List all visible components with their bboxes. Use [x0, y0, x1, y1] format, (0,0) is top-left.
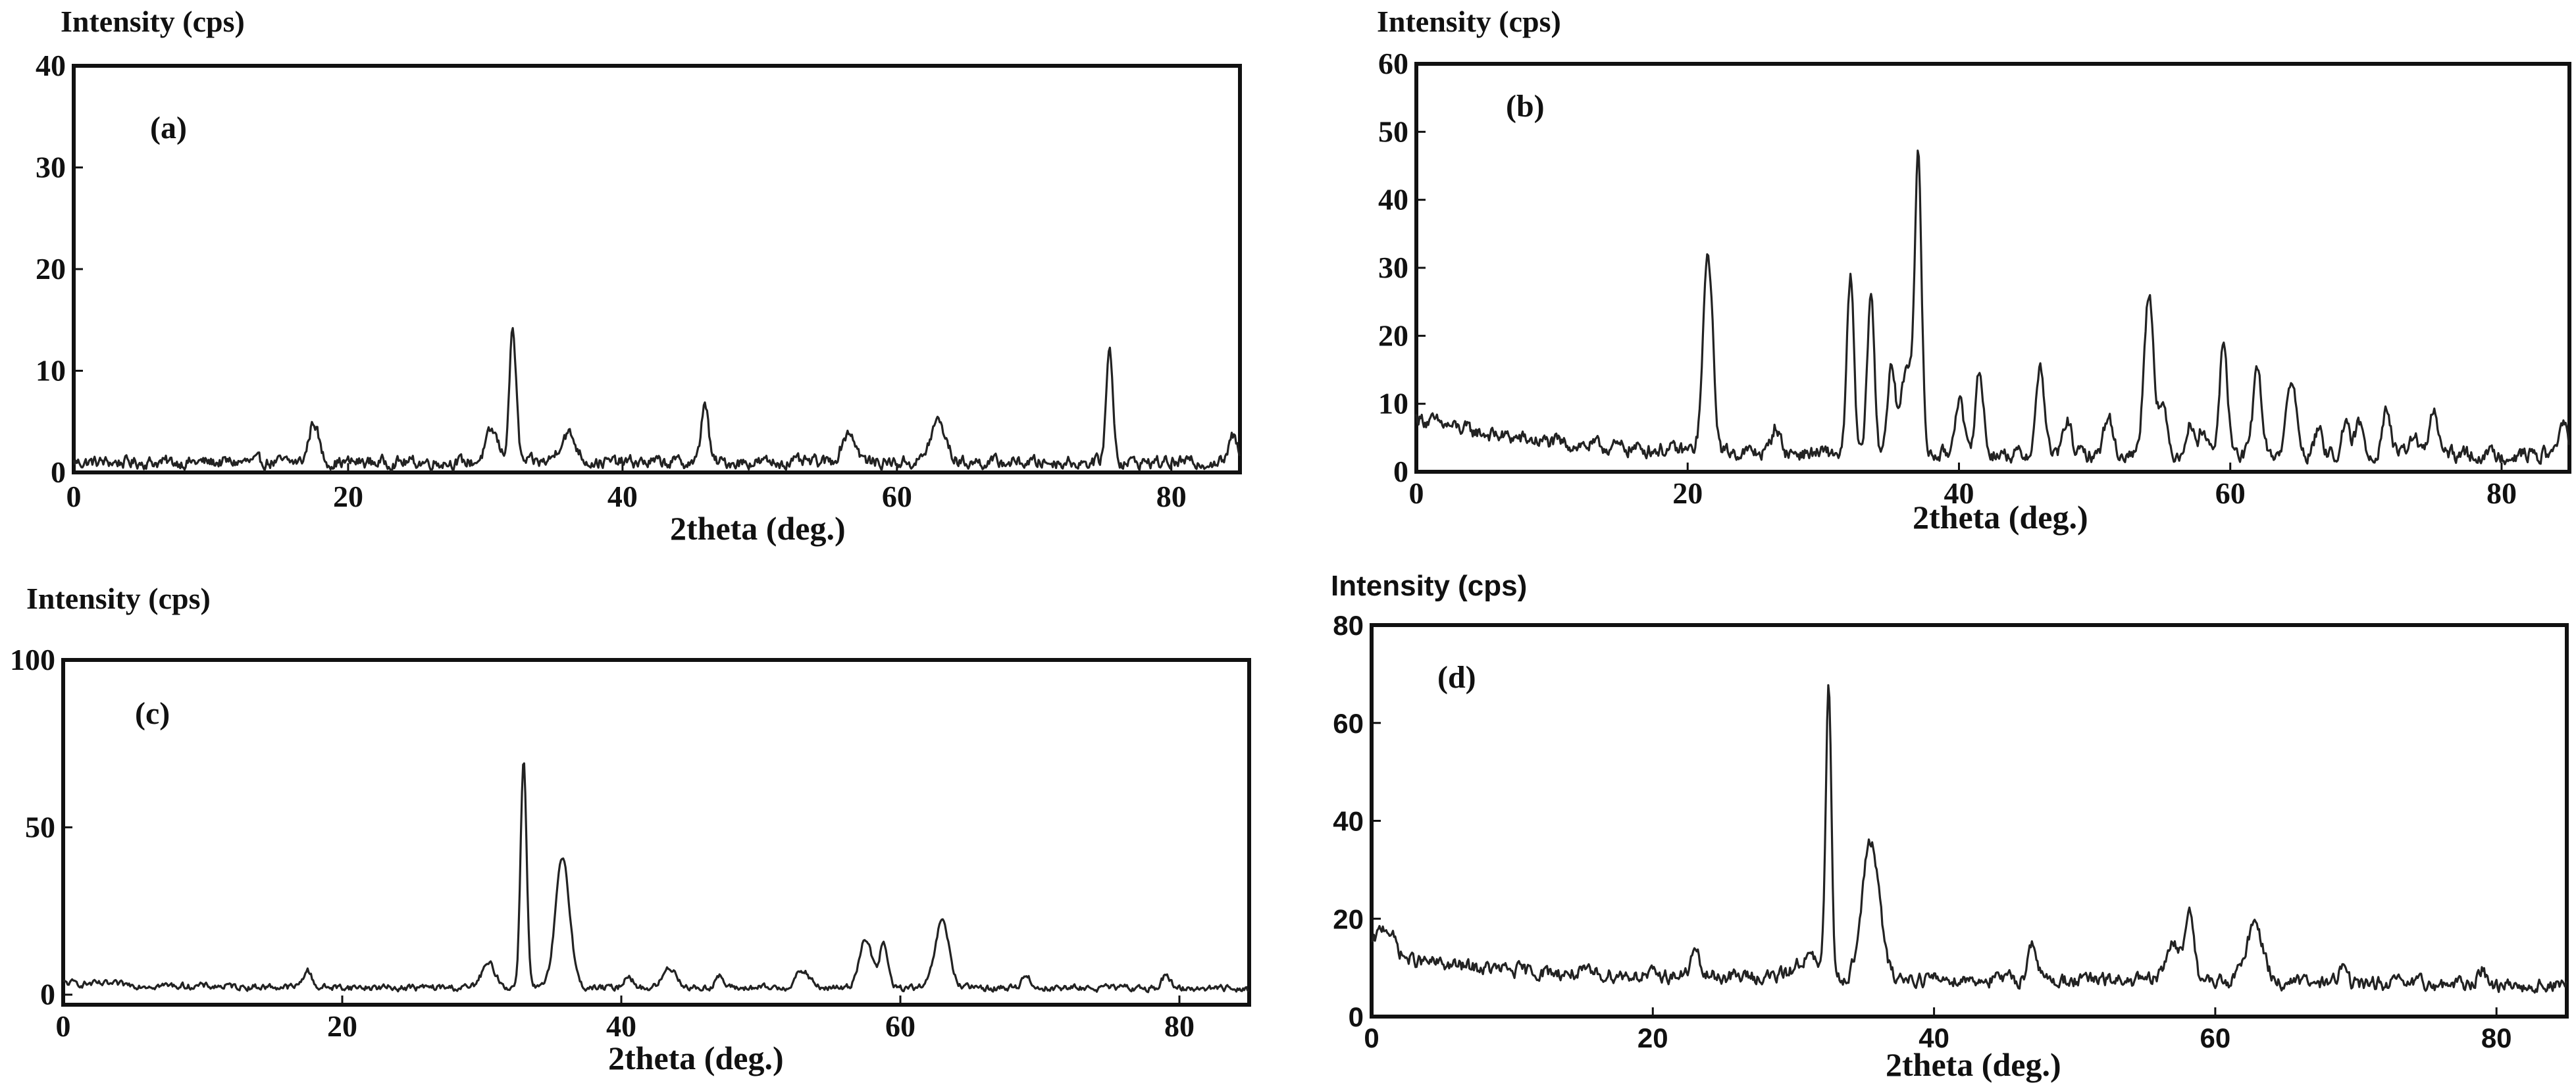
panel-d-frame — [1370, 623, 2569, 1019]
panel-d-ylabel: Intensity (cps) — [1331, 570, 1527, 602]
panel-c-xlabel: 2theta (deg.) — [608, 1040, 784, 1076]
panel-a-xlabel: 2theta (deg.) — [670, 510, 846, 547]
panel-a-trace — [72, 327, 1241, 472]
panel-b-x-tick-label: 80 — [2486, 476, 2517, 510]
panel-a-ylabel: Intensity (cps) — [61, 5, 245, 38]
panel-c-x-tick-label: 20 — [327, 1009, 357, 1043]
panel-a-y-tick-label: 30 — [36, 151, 66, 184]
panel-b-y-tick-label: 0 — [1393, 455, 1408, 488]
panel-b-y-tick-label: 60 — [1378, 47, 1408, 80]
panel-c-label: (c) — [135, 696, 170, 731]
panel-c-ylabel: Intensity (cps) — [26, 582, 211, 615]
panel-b-y-tick-label: 50 — [1378, 114, 1408, 148]
panel-d-x-tick-label: 60 — [2200, 1022, 2231, 1053]
panel-d-y-tick-label: 0 — [1349, 1001, 1364, 1032]
panel-d-x-tick-label: 80 — [2481, 1022, 2512, 1053]
panel-c-x-tick-label: 60 — [885, 1009, 915, 1043]
panel-a-x-tick-label: 0 — [66, 480, 82, 513]
panel-b-xlabel: 2theta (deg.) — [1913, 499, 2088, 536]
panel-b-x-tick-label: 60 — [2215, 476, 2246, 510]
panel-c-y-tick-label: 100 — [10, 643, 55, 676]
panel-c: Intensity (cps) 2theta (deg.) (c) 0 50 100… — [10, 582, 1251, 1076]
panel-a-y-ticks: 0 10 20 30 40 — [36, 49, 83, 489]
panel-b-y-ticks: 0 10 20 30 40 50 60 — [1378, 47, 1426, 488]
panel-c-x-tick-label: 0 — [56, 1009, 71, 1043]
panel-a-x-ticks: 0 20 40 60 80 — [66, 463, 1187, 513]
panel-b-trace — [1415, 149, 2570, 466]
panel-c-x-ticks: 0 20 40 60 80 — [56, 996, 1195, 1043]
panel-d: Intensity (cps) 2theta (deg.) (d) 0 20 40 6… — [1331, 570, 2569, 1083]
panel-d-trace — [1370, 684, 2567, 994]
panel-a-x-tick-label: 40 — [607, 480, 638, 513]
panel-b-label: (b) — [1506, 89, 1545, 124]
panel-b-x-ticks: 0 20 40 60 80 — [1409, 463, 2517, 510]
panel-b-y-tick-label: 10 — [1378, 387, 1408, 420]
panel-b: Intensity (cps) 2theta (deg.) (b) 0 10 20 3… — [1377, 5, 2571, 536]
panel-b-x-tick-label: 0 — [1409, 476, 1424, 510]
panel-d-y-tick-label: 40 — [1333, 806, 1364, 837]
panel-d-x-ticks: 0 20 40 60 80 — [1364, 1007, 2512, 1053]
panel-c-y-tick-label: 0 — [40, 978, 55, 1011]
panel-a-x-tick-label: 80 — [1156, 480, 1187, 513]
panel-c-x-tick-label: 80 — [1164, 1009, 1195, 1043]
panel-d-x-tick-label: 40 — [1919, 1022, 1949, 1053]
panel-d-y-ticks: 0 20 40 60 80 — [1333, 610, 1381, 1032]
panel-d-x-tick-label: 20 — [1637, 1022, 1668, 1053]
panel-b-ylabel: Intensity (cps) — [1377, 5, 1561, 38]
panel-b-x-tick-label: 40 — [1944, 476, 1974, 510]
panel-a-x-tick-label: 20 — [333, 480, 363, 513]
panel-c-frame — [61, 658, 1251, 1007]
panel-d-y-tick-label: 20 — [1333, 903, 1364, 934]
panel-b-y-tick-label: 30 — [1378, 251, 1408, 284]
panel-a: Intensity (cps) 2theta (deg.) (a) 0 10 20 3… — [36, 5, 1242, 547]
panel-d-y-tick-label: 80 — [1333, 610, 1364, 641]
panel-a-y-tick-label: 20 — [36, 252, 66, 286]
panel-d-y-tick-label: 60 — [1333, 708, 1364, 739]
panel-d-label: (d) — [1437, 660, 1476, 695]
panel-b-x-tick-label: 20 — [1672, 476, 1703, 510]
panel-d-x-tick-label: 0 — [1364, 1022, 1379, 1053]
panel-a-x-tick-label: 60 — [882, 480, 912, 513]
panel-b-y-tick-label: 40 — [1378, 183, 1408, 216]
panel-c-x-tick-label: 40 — [606, 1009, 636, 1043]
panel-b-frame — [1414, 62, 2571, 474]
panel-d-xlabel: 2theta (deg.) — [1886, 1046, 2061, 1083]
panel-a-y-tick-label: 10 — [36, 354, 66, 388]
panel-b-y-tick-label: 20 — [1378, 318, 1408, 352]
panel-c-y-ticks: 0 50 100 — [10, 643, 72, 1011]
panel-c-y-tick-label: 50 — [25, 810, 55, 844]
panel-a-frame — [72, 64, 1242, 474]
panel-a-label: (a) — [150, 111, 187, 145]
panel-a-y-tick-label: 0 — [51, 455, 66, 489]
panel-c-trace — [62, 762, 1250, 994]
panel-a-y-tick-label: 40 — [36, 49, 66, 82]
